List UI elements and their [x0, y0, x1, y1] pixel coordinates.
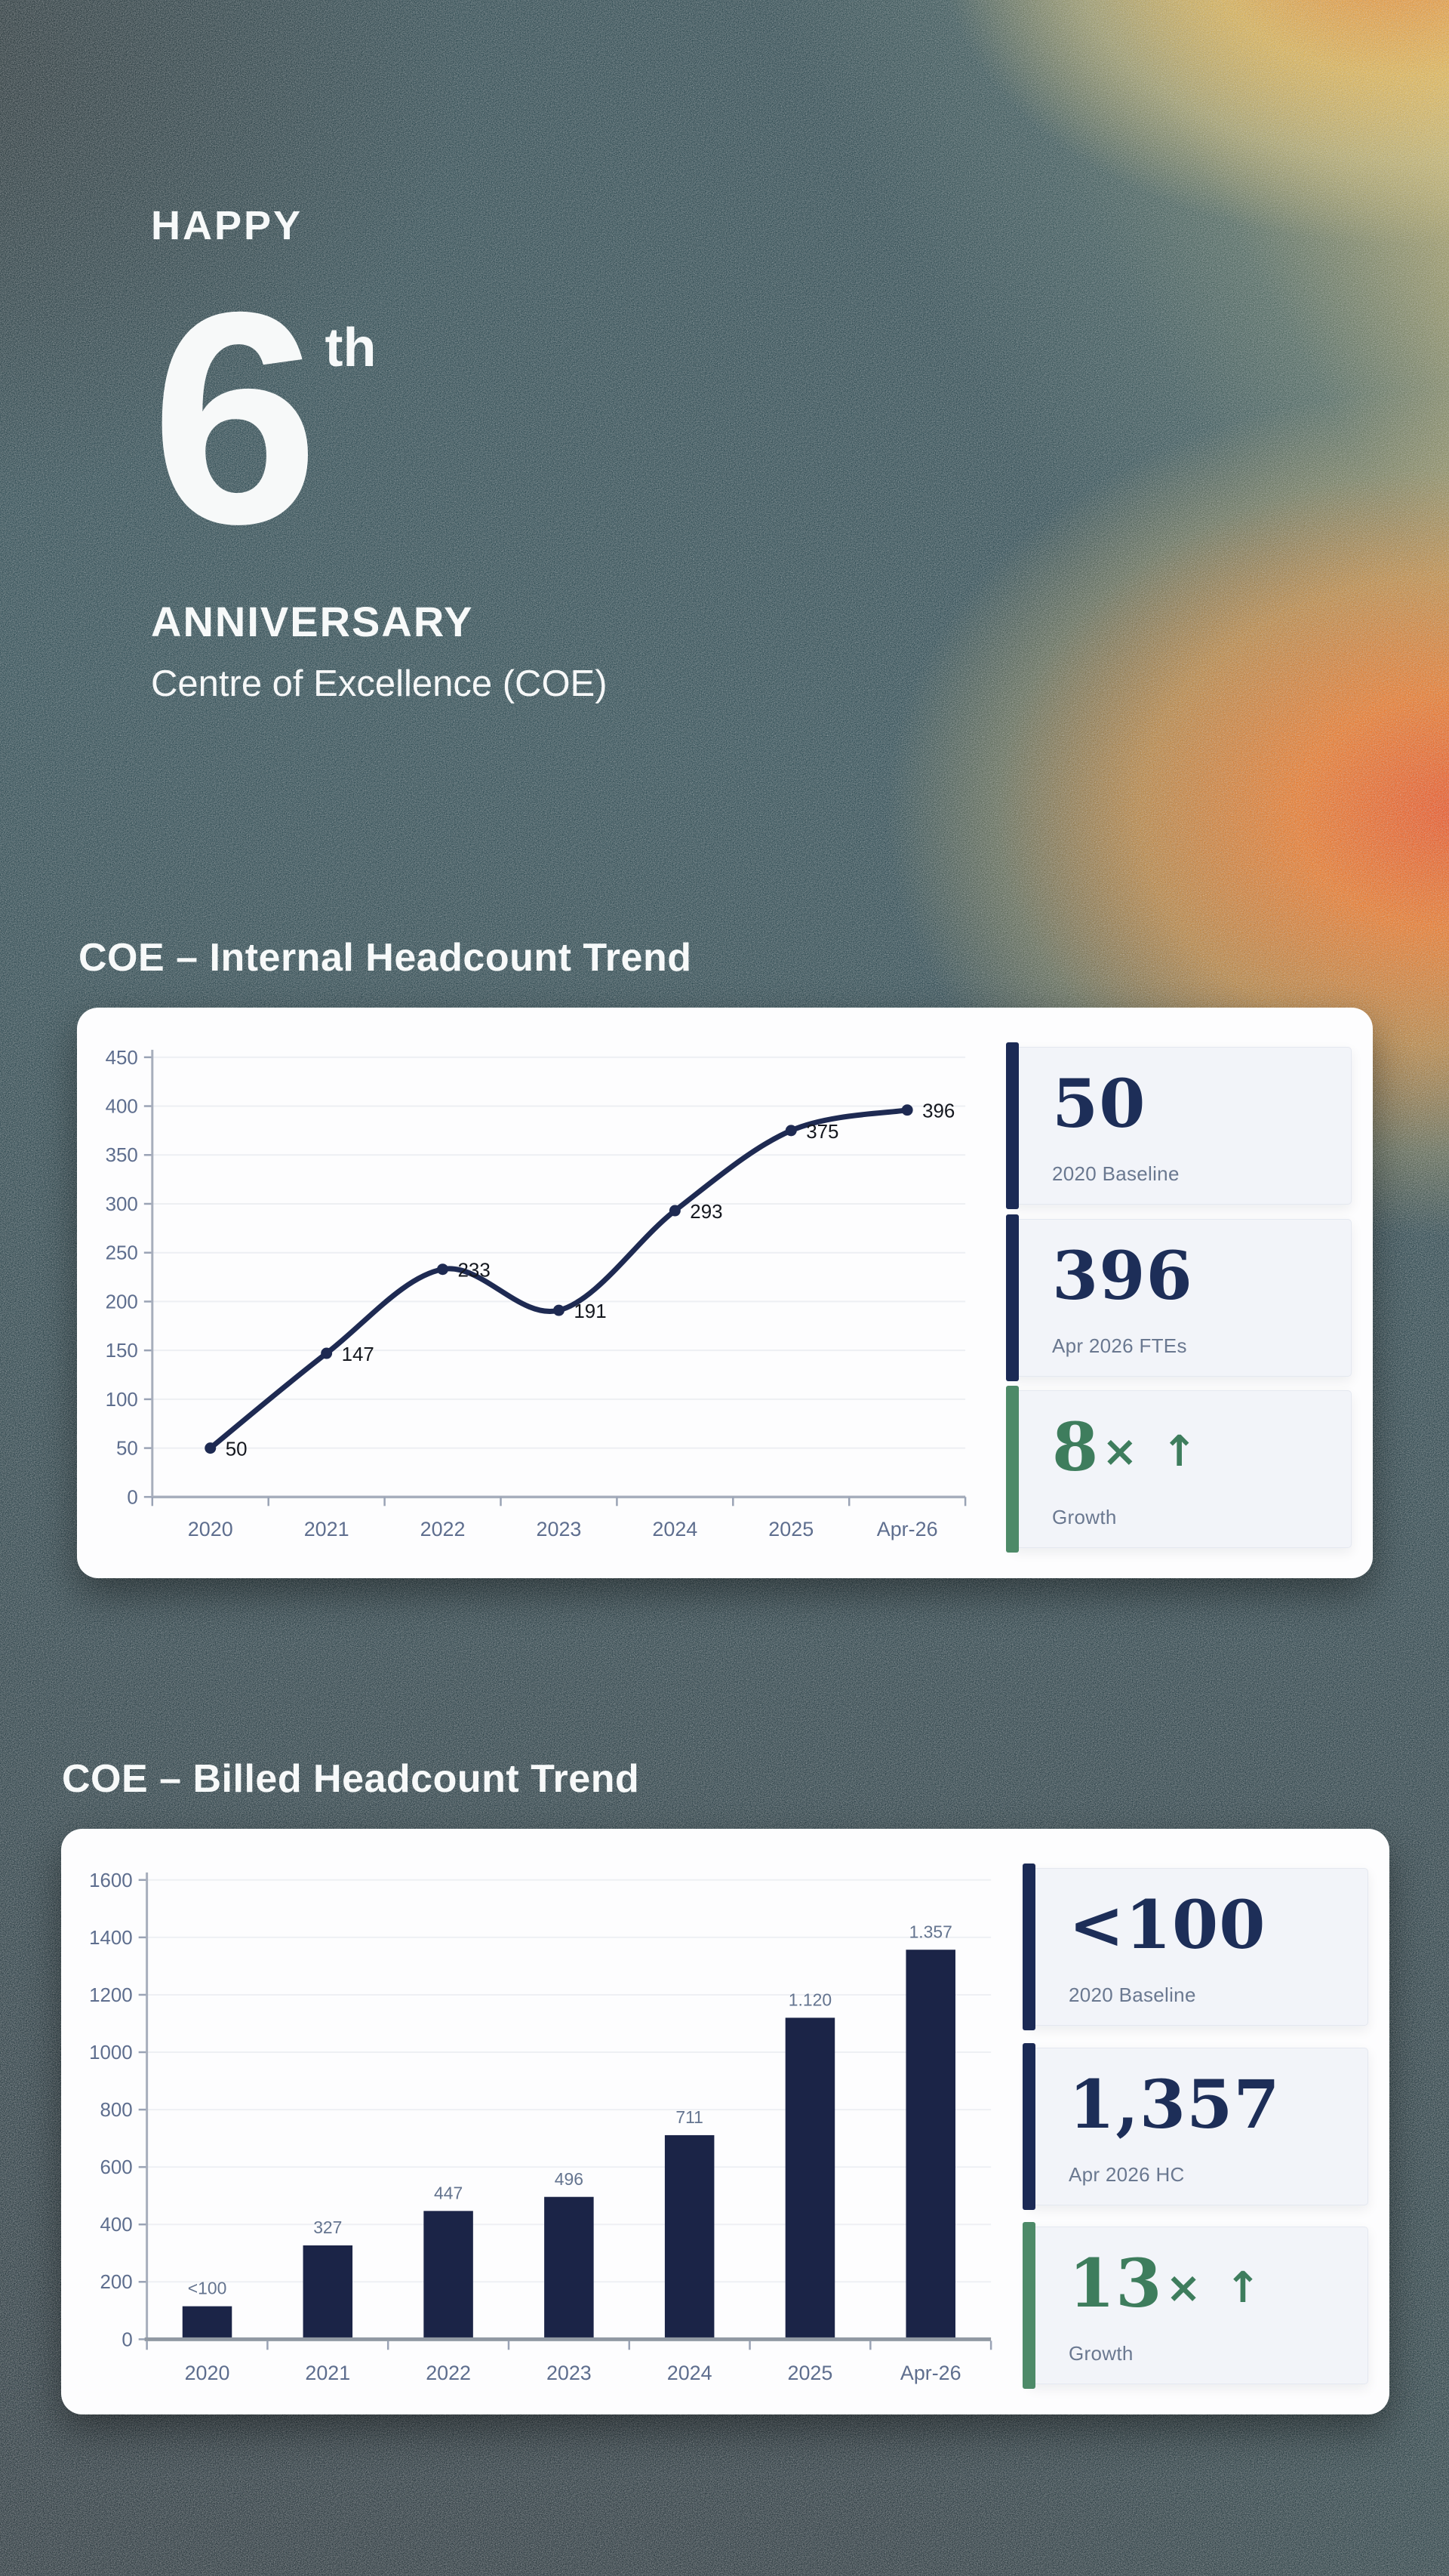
- svg-text:0: 0: [127, 1487, 137, 1508]
- svg-text:800: 800: [100, 2100, 133, 2121]
- hero-subtitle: Centre of Excellence (COE): [151, 663, 608, 704]
- card-accent-bar: [1023, 2042, 1035, 2210]
- svg-text:600: 600: [100, 2157, 133, 2178]
- svg-text:1.120: 1.120: [789, 1990, 832, 2009]
- stat-card-apr-2026-hc: 1,357 Apr 2026 HC: [1023, 2042, 1368, 2210]
- stat-card-apr-2026-ftes: 396 Apr 2026 FTEs: [1006, 1214, 1352, 1381]
- card-accent-bar: [1023, 2222, 1035, 2389]
- svg-text:50: 50: [116, 1439, 138, 1460]
- hero-anniversary-number: 6: [151, 249, 318, 586]
- hero-title-block: HAPPY 6 th ANNIVERSARY Centre of Excelle…: [151, 205, 608, 705]
- stat-label: Growth: [1069, 2342, 1134, 2365]
- stat-card-growth: 8× ↑ Growth: [1006, 1386, 1352, 1553]
- svg-text:147: 147: [342, 1344, 374, 1365]
- stat-value: 50: [1052, 1064, 1146, 1143]
- billed-headcount-panel: 0 200 400 600 800 1000 1200 1400 1600 <100 2020 327…: [61, 1829, 1389, 2414]
- stat-label: Apr 2026 FTEs: [1052, 1334, 1187, 1357]
- svg-text:1200: 1200: [89, 1985, 133, 2006]
- stat-card-2020-baseline: 50 2020 Baseline: [1006, 1042, 1352, 1209]
- svg-text:293: 293: [690, 1202, 722, 1223]
- svg-text:2022: 2022: [420, 1518, 466, 1540]
- stat-label: 2020 Baseline: [1069, 1984, 1196, 2006]
- stat-label: Growth: [1052, 1506, 1117, 1528]
- stat-value: <100: [1069, 1885, 1266, 1964]
- svg-text:<100: <100: [188, 2279, 227, 2298]
- stat-label: Apr 2026 HC: [1069, 2162, 1185, 2186]
- svg-text:233: 233: [458, 1260, 491, 1282]
- svg-text:1600: 1600: [89, 1870, 133, 1891]
- section-heading-internal-headcount: COE – Internal Headcount Trend: [78, 936, 692, 980]
- svg-text:2022: 2022: [426, 2362, 471, 2384]
- stat-card-growth: 13× ↑ Growth: [1023, 2222, 1368, 2389]
- stat-card-2020-baseline: <100 2020 Baseline: [1023, 1864, 1368, 2030]
- card-accent-bar: [1006, 1042, 1019, 1209]
- stat-value: 396: [1052, 1236, 1193, 1315]
- svg-text:191: 191: [574, 1301, 606, 1322]
- svg-text:496: 496: [555, 2169, 583, 2189]
- svg-text:400: 400: [106, 1096, 138, 1117]
- svg-text:2021: 2021: [305, 2362, 350, 2384]
- card-accent-bar: [1006, 1214, 1019, 1381]
- svg-text:300: 300: [106, 1194, 138, 1215]
- svg-text:2023: 2023: [537, 1518, 582, 1540]
- svg-text:2020: 2020: [185, 2362, 230, 2384]
- svg-text:2020: 2020: [188, 1518, 233, 1540]
- hero-anniversary-word: ANNIVERSARY: [151, 598, 474, 645]
- svg-text:711: 711: [675, 2107, 703, 2127]
- svg-text:400: 400: [100, 2214, 133, 2236]
- svg-text:150: 150: [106, 1340, 138, 1362]
- section-heading-billed-headcount: COE – Billed Headcount Trend: [62, 1757, 640, 1802]
- svg-text:1400: 1400: [89, 1928, 133, 1949]
- growth-arrow-icon: × ↑: [1102, 1427, 1199, 1476]
- svg-text:2025: 2025: [768, 1518, 814, 1540]
- svg-text:350: 350: [106, 1145, 138, 1166]
- billed-headcount-stat-cards: <100 2020 Baseline 1,357 Apr 2026 HC 13×…: [1018, 1829, 1389, 2414]
- stat-value: 1,357: [1069, 2064, 1281, 2144]
- hero-ordinal-suffix: th: [325, 318, 377, 378]
- internal-headcount-chart-area: 0 50 100 150 200 250 300 350 400 450 2020 2021 2022 2…: [77, 1008, 1001, 1578]
- svg-text:50: 50: [226, 1439, 248, 1460]
- svg-text:396: 396: [922, 1101, 955, 1122]
- svg-text:1.357: 1.357: [909, 1922, 952, 1941]
- svg-text:Apr-26: Apr-26: [900, 2362, 961, 2384]
- svg-text:2024: 2024: [667, 2362, 712, 2384]
- svg-text:2021: 2021: [304, 1518, 349, 1540]
- internal-headcount-line-chart: 0 50 100 150 200 250 300 350 400 450 2020 2021 2022 2…: [106, 1048, 967, 1540]
- svg-text:250: 250: [106, 1243, 138, 1264]
- svg-text:2024: 2024: [652, 1518, 697, 1540]
- card-accent-bar: [1006, 1386, 1019, 1553]
- svg-text:200: 200: [106, 1291, 138, 1313]
- svg-text:100: 100: [106, 1390, 138, 1411]
- stat-value: 13× ↑: [1069, 2244, 1263, 2322]
- hero-greeting: HAPPY: [151, 203, 303, 248]
- svg-text:327: 327: [313, 2217, 342, 2237]
- hero-number-row: 6 th: [151, 249, 608, 586]
- svg-text:375: 375: [806, 1122, 838, 1143]
- growth-arrow-icon: × ↑: [1165, 2264, 1263, 2313]
- svg-text:Apr-26: Apr-26: [877, 1518, 938, 1540]
- svg-text:0: 0: [122, 2329, 132, 2350]
- svg-text:200: 200: [100, 2272, 133, 2293]
- card-accent-bar: [1023, 1864, 1035, 2030]
- svg-text:447: 447: [434, 2183, 463, 2202]
- svg-text:2023: 2023: [546, 2362, 592, 2384]
- stat-label: 2020 Baseline: [1052, 1162, 1180, 1185]
- svg-text:1000: 1000: [89, 2042, 133, 2064]
- internal-headcount-stat-cards: 50 2020 Baseline 396 Apr 2026 FTEs 8× ↑ …: [1001, 1008, 1373, 1578]
- internal-headcount-panel: 0 50 100 150 200 250 300 350 400 450 2020 2021 2022 2…: [77, 1008, 1373, 1578]
- billed-headcount-bar-chart: 0 200 400 600 800 1000 1200 1400 1600 <100 2020 327…: [89, 1870, 992, 2384]
- billed-headcount-chart-area: 0 200 400 600 800 1000 1200 1400 1600 <100 2020 327…: [61, 1829, 1018, 2414]
- svg-text:2025: 2025: [788, 2362, 833, 2384]
- svg-text:450: 450: [106, 1048, 138, 1069]
- stat-value: 8× ↑: [1052, 1408, 1199, 1486]
